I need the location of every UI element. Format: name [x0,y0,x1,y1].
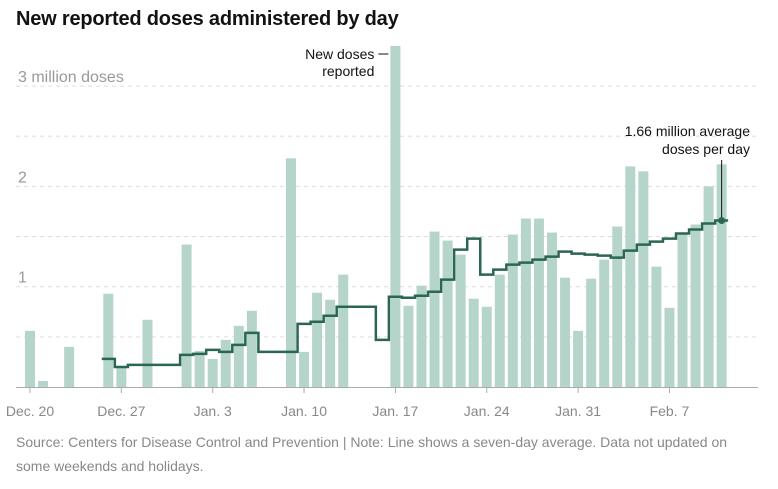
bar [533,218,544,387]
bar [703,186,714,387]
bar [429,231,440,387]
y-tick-label: 2 [18,169,27,186]
bar [625,166,636,387]
bar [560,277,571,387]
y-axis-labels: 1 2 3 million doses [18,69,124,287]
bar [468,298,479,387]
bar [664,307,675,387]
doses-chart: Dec. 20 Dec. 27 Jan. 3 Jan. 10 Jan. 17 Jan. 2… [6,46,758,419]
average-line [101,219,729,369]
bar [25,330,35,387]
x-axis-ticks: Dec. 20 Dec. 27 Jan. 3 Jan. 10 Jan. 17 Jan. 2… [6,388,690,419]
bar [716,164,727,387]
bar [638,171,649,387]
bar [612,226,623,387]
bar [573,330,584,387]
x-tick-label: Jan. 3 [194,403,232,419]
bar [38,380,49,387]
bar [312,292,323,387]
bar [547,232,557,387]
average-annotation-text: doses per day [662,141,750,157]
bar [286,158,296,387]
bar [494,274,505,387]
bar [442,240,453,387]
bar [116,367,127,387]
bars-annotation-text: New doses [305,46,374,62]
bar [677,234,688,387]
average-annotation-text: 1.66 million average [625,123,751,139]
bar [64,346,75,387]
bar [416,285,427,387]
bar [690,224,701,387]
bar [507,234,518,387]
bar [599,259,610,387]
x-tick-label: Jan. 24 [464,403,510,419]
x-tick-label: Jan. 10 [281,403,327,419]
bar [246,310,257,387]
y-tick-label: 1 [18,270,27,287]
source-note: Source: Centers for Disease Control and … [16,434,728,474]
bar [142,319,153,387]
bar [338,274,349,387]
bar [207,358,218,387]
chart-title: New reported doses administered by day [16,8,399,30]
x-tick-label: Feb. 7 [650,403,690,419]
bar [455,254,466,387]
bar [403,305,414,387]
bar [390,46,401,387]
x-tick-label: Jan. 17 [372,403,418,419]
bar [103,293,114,387]
y-tick-label: 3 million doses [18,69,124,86]
bar-series [25,46,727,387]
x-tick-label: Jan. 31 [555,403,601,419]
bar [520,218,531,387]
bar [325,299,336,387]
bar [233,325,244,387]
x-tick-label: Dec. 20 [6,403,54,419]
bar [194,350,205,387]
bars-annotation-text: reported [322,63,374,79]
latest-average-dot [718,217,726,225]
bar [481,306,492,387]
bar [299,351,310,387]
bar [586,278,597,387]
bar [181,244,192,387]
bar [651,266,662,387]
x-tick-label: Dec. 27 [97,403,145,419]
bar [220,339,231,387]
